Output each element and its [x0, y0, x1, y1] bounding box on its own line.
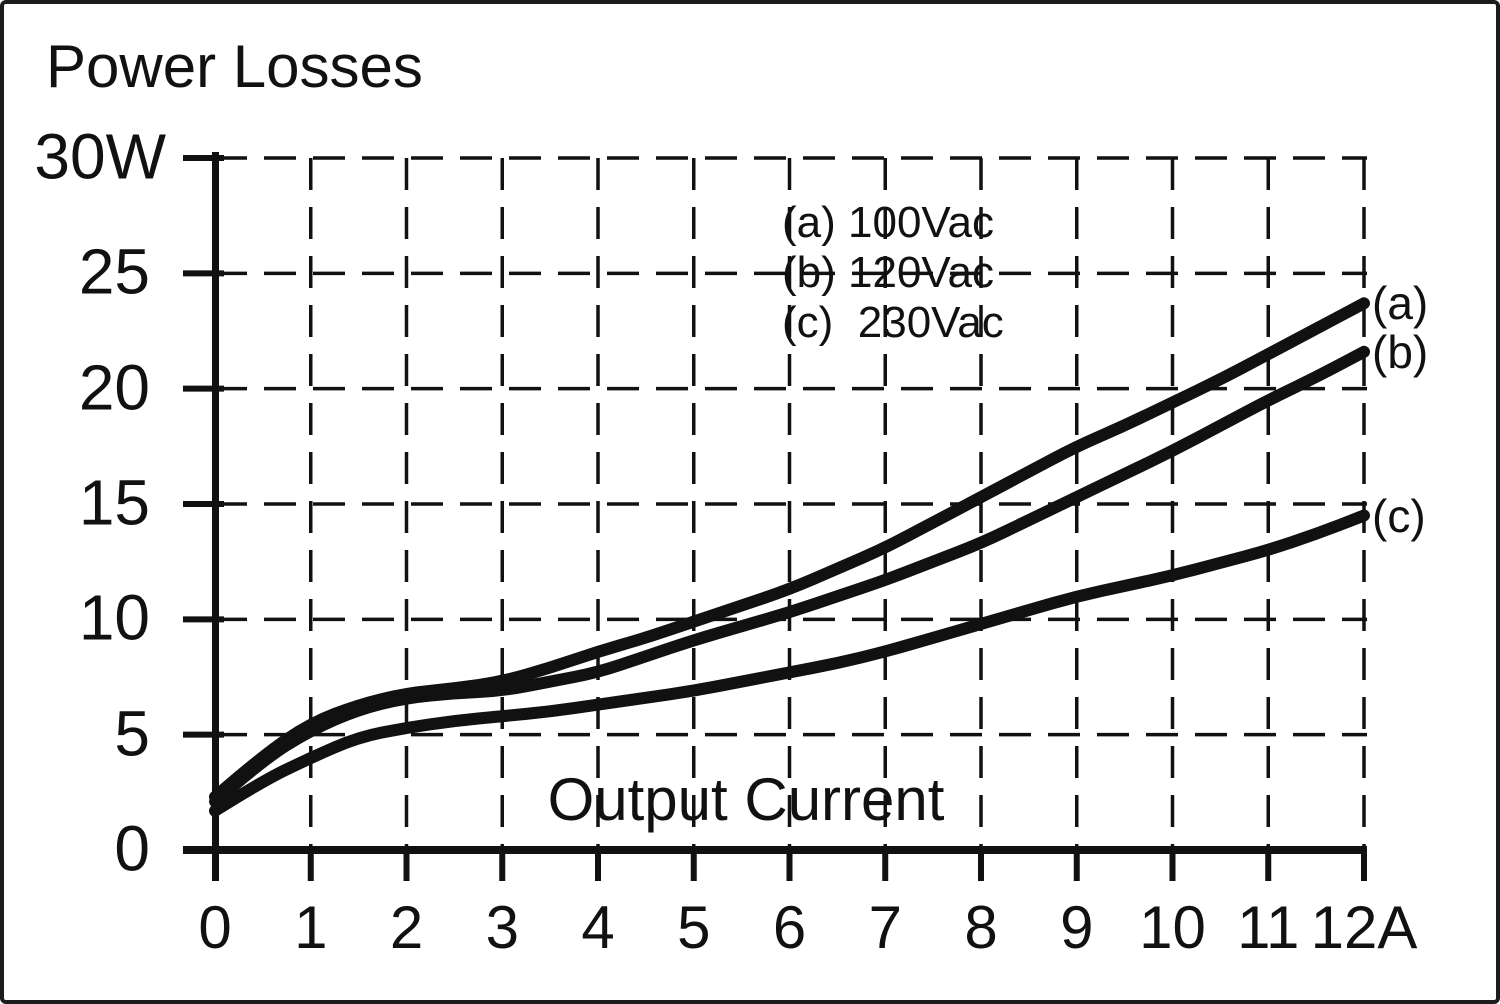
- x-axis-label-6: 6: [772, 894, 807, 961]
- legend-item-b: (b) 120Vac: [782, 248, 994, 297]
- x-axis-label-9: 9: [1060, 894, 1094, 961]
- legend-item-a: (a) 100Vac: [782, 198, 994, 247]
- y-axis-label-25: 25: [78, 236, 150, 309]
- x-axis-label-0: 0: [198, 894, 232, 961]
- curve-label-c: (c): [1372, 489, 1426, 542]
- x-axis-label-1: 1: [294, 894, 328, 961]
- y-axis-label-0: 0: [114, 812, 150, 885]
- chart-title: Power Losses: [46, 33, 423, 100]
- legend: (a) 100Vac (b) 120Vac (c) 230Vac: [782, 198, 1004, 348]
- x-axis-title: Output Current: [547, 766, 945, 833]
- y-axis-label-20: 20: [78, 351, 150, 424]
- curve-b: [209, 345, 1370, 808]
- y-axis-label-30: 30W: [34, 120, 166, 193]
- legend-item-c: (c) 230Vac: [782, 298, 1004, 347]
- y-axis-label-15: 15: [78, 466, 150, 539]
- x-axis-label-3: 3: [485, 894, 519, 961]
- x-axis-label-11: 11: [1237, 894, 1300, 961]
- x-axis-label-10: 10: [1139, 894, 1206, 961]
- x-axis-label-4: 4: [581, 894, 615, 961]
- x-axis-label-5: 5: [677, 894, 711, 961]
- curve-c: [209, 509, 1370, 817]
- curve-label-a: (a): [1372, 277, 1429, 330]
- curve-label-b: (b): [1372, 325, 1429, 378]
- x-axis-label-8: 8: [964, 894, 998, 961]
- gridlines: [215, 156, 1367, 850]
- x-axis-label-7: 7: [868, 894, 902, 961]
- y-axis-label-10: 10: [78, 582, 150, 655]
- x-axis-label-12: 12A: [1310, 894, 1418, 961]
- x-axis-label-2: 2: [389, 894, 424, 961]
- y-axis-label-5: 5: [114, 697, 150, 770]
